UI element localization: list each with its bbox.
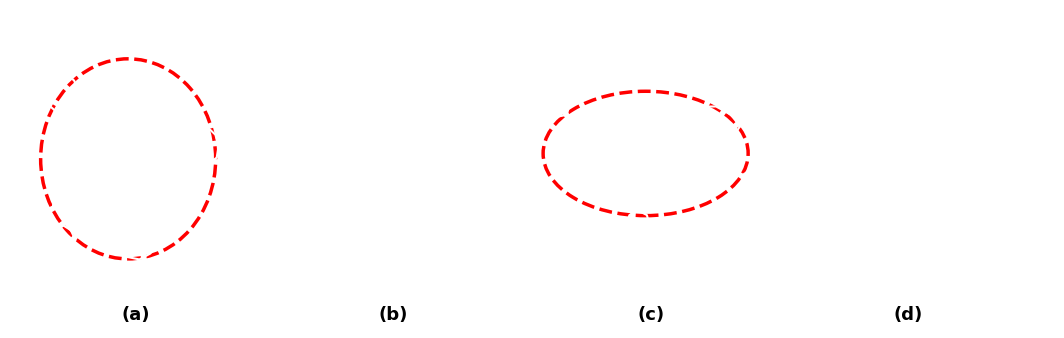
Text: (d): (d) — [894, 307, 922, 324]
Text: (c): (c) — [637, 307, 664, 324]
Text: (b): (b) — [379, 307, 408, 324]
Text: (a): (a) — [121, 307, 150, 324]
